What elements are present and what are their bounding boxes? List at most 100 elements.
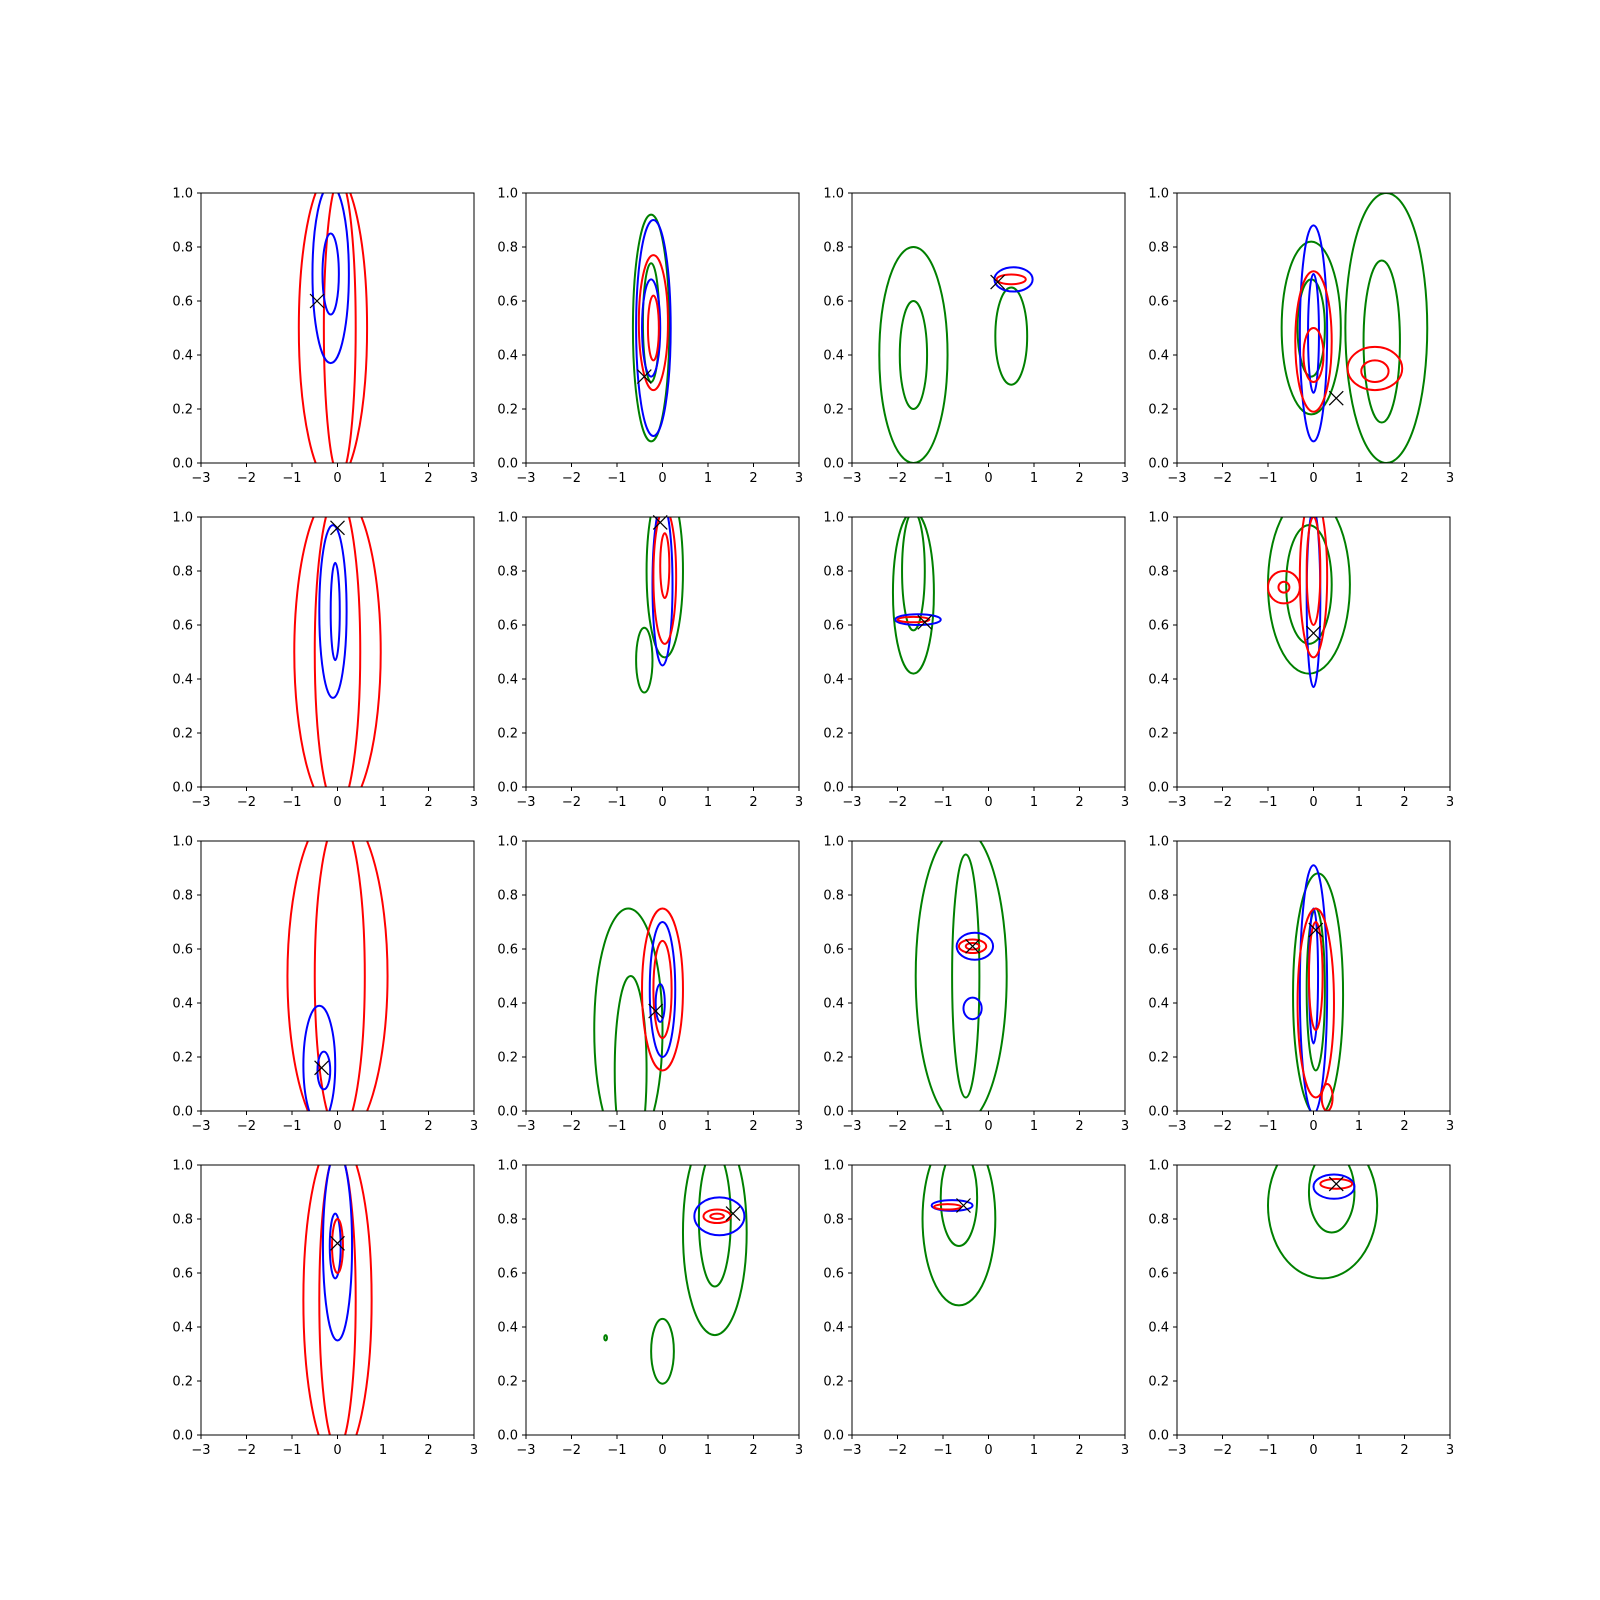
plot-area xyxy=(603,1165,748,1385)
y-tick-label: 0.6 xyxy=(823,619,844,634)
x-tick-label: 3 xyxy=(470,471,478,486)
green-contour-4 xyxy=(603,1334,608,1342)
red-contour-6 xyxy=(646,294,660,362)
x-tick-label: 2 xyxy=(1075,1119,1083,1134)
x-tick-label: −3 xyxy=(842,471,861,486)
x-tick-label: 0 xyxy=(658,1119,666,1134)
y-tick-label: 0.0 xyxy=(823,1105,844,1120)
x-tick-label: 3 xyxy=(795,795,803,810)
blue-contour-3 xyxy=(648,921,677,1058)
subplot-3: −3 −2 −1 0 1 2 3 0.0 0.2 0.4 0.6 0.8 1.0 xyxy=(823,187,1129,487)
plot-area xyxy=(631,213,672,443)
y-tick-label: 0.0 xyxy=(1148,781,1169,796)
x-tick-label: 2 xyxy=(1075,471,1083,486)
y-tick-label: 0.6 xyxy=(172,943,193,958)
plot-area xyxy=(302,1165,373,1435)
x-tick-label: −1 xyxy=(933,795,952,810)
subplot-1: −3 −2 −1 0 1 2 3 0.0 0.2 0.4 0.6 0.8 1.0 xyxy=(172,187,478,487)
y-tick-label: 0.8 xyxy=(497,1213,518,1228)
y-tick-label: 0.4 xyxy=(497,997,518,1012)
x-tick-label: 0 xyxy=(984,1443,992,1458)
x-tick-label: −3 xyxy=(516,471,535,486)
red-contour-5 xyxy=(1296,907,1335,1099)
red-contour-6 xyxy=(702,1208,732,1225)
x-tick-label: −2 xyxy=(237,1119,256,1134)
x-tick-label: 1 xyxy=(1030,795,1038,810)
subplot-13: −3 −2 −1 0 1 2 3 0.0 0.2 0.4 0.6 0.8 1.0 xyxy=(172,1159,478,1459)
y-tick-label: 0.6 xyxy=(823,943,844,958)
y-tick-label: 0.8 xyxy=(823,565,844,580)
y-tick-label: 0.0 xyxy=(172,1429,193,1444)
y-tick-label: 0.6 xyxy=(497,295,518,310)
y-tick-label: 0.6 xyxy=(497,619,518,634)
y-tick-label: 0.6 xyxy=(1148,295,1169,310)
x-tick-label: 0 xyxy=(333,1443,341,1458)
x-tick-label: −3 xyxy=(191,1443,210,1458)
y-tick-label: 0.8 xyxy=(172,889,193,904)
red-contour-4 xyxy=(1319,1178,1354,1190)
y-tick-label: 0.8 xyxy=(497,565,518,580)
x-tick-label: −1 xyxy=(1258,1119,1277,1134)
x-tick-label: 3 xyxy=(1121,1443,1129,1458)
x-tick-label: 3 xyxy=(470,795,478,810)
x-tick-label: −1 xyxy=(607,471,626,486)
y-tick-label: 0.0 xyxy=(1148,1429,1169,1444)
x-tick-label: −1 xyxy=(607,795,626,810)
y-tick-label: 0.4 xyxy=(172,673,193,688)
y-tick-label: 0.6 xyxy=(1148,943,1169,958)
subplot-2: −3 −2 −1 0 1 2 3 0.0 0.2 0.4 0.6 0.8 1.0 xyxy=(497,187,803,487)
x-tick-label: −2 xyxy=(1213,795,1232,810)
x-tick-label: 3 xyxy=(795,471,803,486)
green-contour-2 xyxy=(635,626,654,694)
y-tick-label: 1.0 xyxy=(1148,835,1169,850)
blue-contour-3 xyxy=(311,193,350,365)
x-tick-label: 2 xyxy=(424,1443,432,1458)
x-tick-label: −1 xyxy=(933,471,952,486)
y-tick-label: 0.8 xyxy=(823,241,844,256)
x-tick-label: 0 xyxy=(984,795,992,810)
y-tick-label: 0.4 xyxy=(172,1321,193,1336)
y-tick-label: 0.0 xyxy=(497,457,518,472)
subplot-4: −3 −2 −1 0 1 2 3 0.0 0.2 0.4 0.6 0.8 1.0 xyxy=(1148,187,1454,487)
axes-frame xyxy=(525,516,800,788)
subplot-5: −3 −2 −1 0 1 2 3 0.0 0.2 0.4 0.6 0.8 1.0 xyxy=(172,511,478,811)
axes-frame xyxy=(200,1164,475,1436)
y-tick-label: 0.8 xyxy=(497,241,518,256)
x-tick-label: 2 xyxy=(1075,795,1083,810)
y-tick-label: 0.4 xyxy=(1148,349,1169,364)
x-tick-label: −2 xyxy=(562,1119,581,1134)
y-tick-label: 0.2 xyxy=(172,1375,193,1390)
x-tick-label: 0 xyxy=(984,1119,992,1134)
x-tick-label: 1 xyxy=(704,795,712,810)
x-tick-label: 3 xyxy=(1121,795,1129,810)
y-tick-label: 0.0 xyxy=(172,457,193,472)
x-tick-label: 0 xyxy=(984,471,992,486)
x-tick-label: 3 xyxy=(1446,795,1454,810)
x-tick-label: 0 xyxy=(658,1443,666,1458)
y-tick-label: 1.0 xyxy=(497,187,518,202)
y-tick-label: 0.6 xyxy=(823,1267,844,1282)
x-marker xyxy=(636,369,652,385)
y-tick-label: 0.4 xyxy=(823,1321,844,1336)
x-marker xyxy=(1308,922,1324,938)
y-tick-label: 0.4 xyxy=(172,997,193,1012)
y-tick-label: 0.4 xyxy=(1148,997,1169,1012)
x-tick-label: 0 xyxy=(1309,1119,1317,1134)
y-tick-label: 1.0 xyxy=(497,1159,518,1174)
y-tick-label: 0.2 xyxy=(497,403,518,418)
x-tick-label: −1 xyxy=(282,471,301,486)
x-tick-label: 3 xyxy=(1121,471,1129,486)
x-tick-label: −3 xyxy=(191,795,210,810)
green-contour-1 xyxy=(878,246,949,463)
y-tick-label: 1.0 xyxy=(497,511,518,526)
y-tick-label: 0.2 xyxy=(823,1051,844,1066)
y-tick-label: 0.8 xyxy=(1148,889,1169,904)
x-tick-label: 2 xyxy=(1400,795,1408,810)
x-marker xyxy=(330,1235,345,1251)
y-tick-label: 0.8 xyxy=(172,1213,193,1228)
blue-contour-4 xyxy=(654,983,666,1023)
y-tick-label: 0.8 xyxy=(823,1213,844,1228)
green-contour-3 xyxy=(650,1317,675,1385)
green-contour-1 xyxy=(681,1165,748,1337)
x-tick-label: −2 xyxy=(237,1443,256,1458)
